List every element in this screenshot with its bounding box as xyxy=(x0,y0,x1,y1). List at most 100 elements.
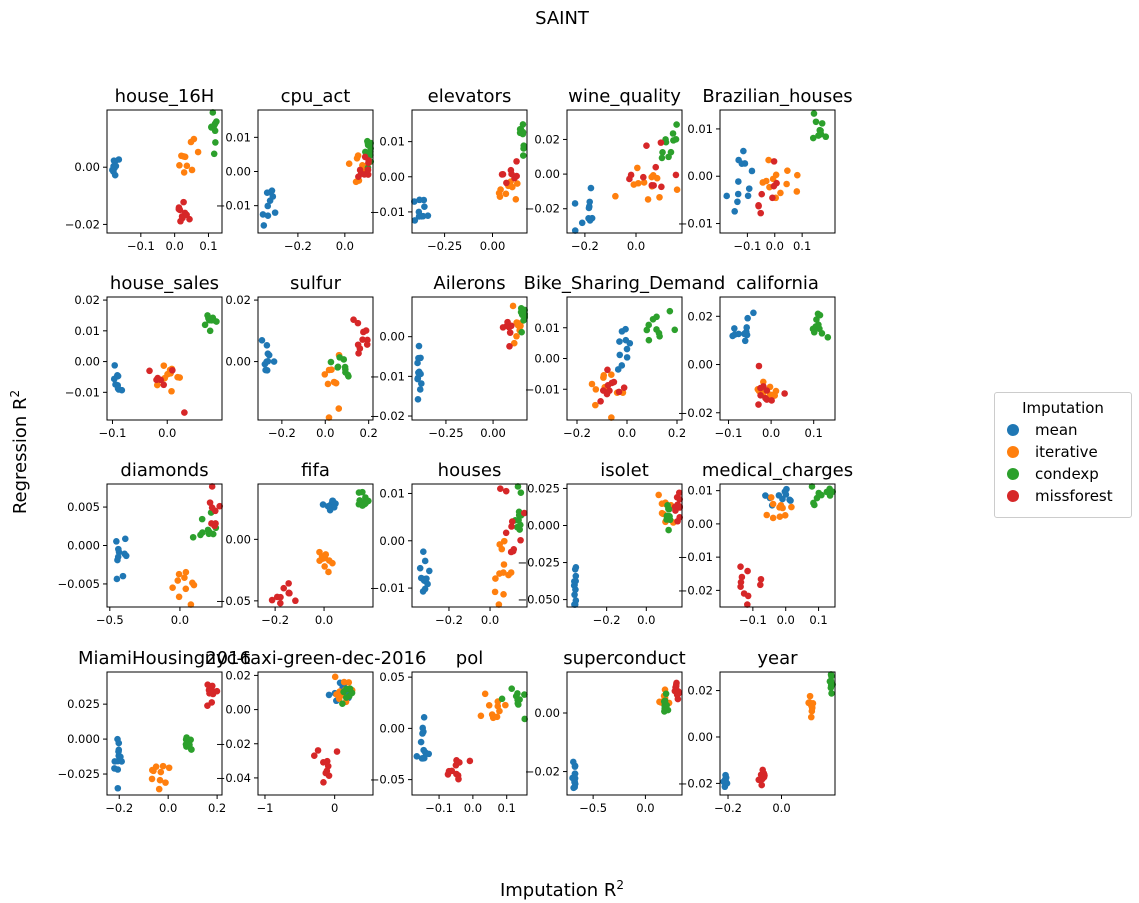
y-tick-label: −0.05 xyxy=(370,773,405,787)
point-missforest xyxy=(513,158,520,165)
panel-title: cpu_act xyxy=(281,86,351,107)
point-missforest xyxy=(364,166,372,174)
point-iterative xyxy=(634,164,641,172)
y-tick-label: 0.00 xyxy=(225,165,251,179)
point-missforest xyxy=(356,345,364,352)
x-tick-label: 0.2 xyxy=(208,801,226,815)
figure-y-axis-label: Regression R2 xyxy=(8,390,31,514)
point-missforest xyxy=(674,517,681,525)
point-mean xyxy=(571,591,578,599)
point-condexp xyxy=(521,691,528,698)
point-missforest xyxy=(599,387,607,394)
legend-item-missforest: missforest xyxy=(995,485,1131,507)
point-missforest xyxy=(737,578,745,586)
x-tick-label: −1 xyxy=(256,801,273,815)
y-tick-label: −0.02 xyxy=(525,202,560,216)
point-missforest xyxy=(652,163,660,171)
y-tick-label: −0.05 xyxy=(216,594,251,608)
point-iterative xyxy=(767,494,775,501)
y-tick-label: 0.02 xyxy=(225,293,251,307)
point-condexp xyxy=(658,154,666,162)
y-tick-label: 0.05 xyxy=(379,670,405,684)
panel-title: california xyxy=(736,273,819,294)
point-condexp xyxy=(645,321,653,329)
point-iterative xyxy=(771,392,779,399)
point-missforest xyxy=(757,391,764,399)
point-condexp xyxy=(498,695,506,703)
point-condexp xyxy=(327,358,335,366)
plot-frame xyxy=(411,296,528,421)
point-mean xyxy=(585,215,592,222)
figure-title: SAINT xyxy=(535,8,590,29)
point-iterative xyxy=(324,380,332,388)
panel: Ailerons −0.25 0.00 0.00 −0.01 −0.02 xyxy=(370,273,528,440)
point-condexp xyxy=(809,134,817,142)
y-tick-label: −0.01 xyxy=(370,205,405,219)
point-missforest xyxy=(359,336,366,343)
point-condexp xyxy=(667,148,675,156)
y-tick-label: −0.02 xyxy=(216,737,251,751)
point-missforest xyxy=(146,367,153,375)
y-tick-label: 0.00 xyxy=(379,721,405,735)
point-condexp xyxy=(206,327,214,335)
point-iterative xyxy=(354,152,362,159)
point-iterative xyxy=(673,186,681,194)
point-condexp xyxy=(664,515,672,522)
point-iterative xyxy=(776,513,784,520)
y-tick-label: 0.005 xyxy=(67,500,100,514)
point-condexp xyxy=(362,148,369,156)
y-tick-label: 0.00 xyxy=(379,534,405,548)
point-condexp xyxy=(815,489,823,497)
point-mean xyxy=(426,567,433,575)
point-mean xyxy=(616,351,624,359)
panel-title: isolet xyxy=(600,460,649,481)
x-tick-label: 0.0 xyxy=(336,239,354,253)
point-iterative xyxy=(321,563,328,570)
point-missforest xyxy=(508,518,516,525)
point-missforest xyxy=(466,757,474,765)
y-tick-label: 0.00 xyxy=(379,170,405,184)
point-mean xyxy=(113,575,121,583)
point-iterative xyxy=(169,584,176,591)
legend-label-missforest: missforest xyxy=(1035,487,1113,505)
point-condexp xyxy=(520,316,527,324)
point-iterative xyxy=(765,156,772,164)
point-mean xyxy=(418,213,425,220)
point-iterative xyxy=(164,370,171,378)
plot-frame xyxy=(257,483,374,608)
panel-title: pol xyxy=(456,648,483,669)
x-tick-label: −0.1 xyxy=(127,239,155,253)
point-mean xyxy=(571,778,578,786)
point-condexp xyxy=(198,515,206,523)
point-iterative xyxy=(608,371,615,379)
point-iterative xyxy=(160,362,168,369)
point-condexp xyxy=(808,483,816,490)
point-mean xyxy=(571,200,579,207)
point-mean xyxy=(118,386,126,394)
point-missforest xyxy=(757,384,764,392)
point-missforest xyxy=(503,179,510,187)
point-missforest xyxy=(361,153,369,161)
x-tick-label: −0.5 xyxy=(96,613,124,627)
point-mean xyxy=(115,545,122,553)
point-iterative xyxy=(777,189,784,197)
plot-frame xyxy=(106,671,223,796)
point-mean xyxy=(420,746,427,754)
point-condexp xyxy=(339,700,346,708)
point-iterative xyxy=(588,380,596,388)
point-mean xyxy=(740,147,747,155)
point-condexp xyxy=(666,307,674,315)
point-missforest xyxy=(181,409,188,416)
point-condexp xyxy=(514,696,521,704)
point-iterative xyxy=(493,713,501,721)
point-missforest xyxy=(738,573,746,581)
x-tick-label: 0.0 xyxy=(158,426,176,440)
y-tick-label: −0.02 xyxy=(65,217,100,231)
point-condexp xyxy=(664,706,672,714)
point-iterative xyxy=(658,500,666,508)
point-missforest xyxy=(497,485,504,492)
panel-title: Brazilian_houses xyxy=(702,86,852,107)
y-tick-label: −0.025 xyxy=(57,767,100,781)
point-mean xyxy=(122,552,130,560)
x-tick-label: −0.25 xyxy=(427,239,462,253)
